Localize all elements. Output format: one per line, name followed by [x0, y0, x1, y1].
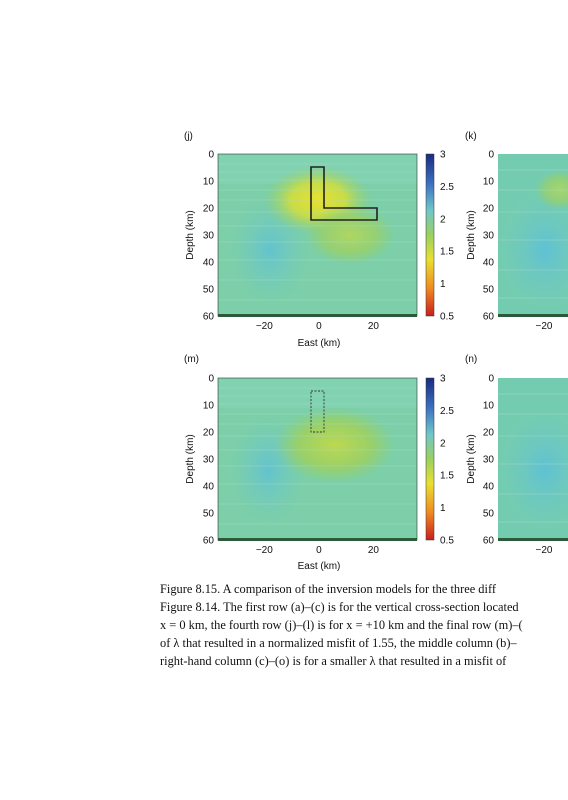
- heatmap-n: [498, 378, 568, 540]
- colorbar-m: [425, 377, 435, 541]
- colorbar-tick-j: 2: [440, 214, 446, 225]
- ytick-k: 40: [483, 258, 495, 269]
- colorbar-tick-j: 2.5: [440, 182, 454, 193]
- colorbar-tick-j: 1: [440, 279, 446, 290]
- ytick-n: 20: [483, 428, 495, 439]
- ytick-j: 30: [203, 231, 215, 242]
- panel-label-j: (j): [184, 131, 193, 142]
- xtick-j: 20: [368, 321, 380, 332]
- ytick-m: 40: [203, 482, 215, 493]
- caption-line-3: x = 0 km, the fourth row (j)–(l) is for …: [160, 618, 523, 632]
- ytick-j: 40: [203, 258, 215, 269]
- colorbar-tick-m: 1: [440, 503, 446, 514]
- heatmap-k: [498, 154, 568, 316]
- colorbar-tick-j: 0.5: [440, 312, 454, 323]
- caption-line-4: of λ that resulted in a normalized misfi…: [160, 636, 517, 650]
- ytick-n: 0: [488, 374, 494, 385]
- ytick-n: 60: [483, 536, 495, 547]
- panel-label-k: (k): [465, 131, 477, 142]
- xlabel-j: East (km): [298, 338, 341, 349]
- ytick-n: 40: [483, 482, 495, 493]
- xtick-n: −20: [536, 545, 553, 556]
- anomaly-outline-j: [310, 166, 378, 221]
- xtick-m: 20: [368, 545, 380, 556]
- figure-canvas: Depth (km) Depth (km) Depth (km) Depth (…: [185, 150, 568, 572]
- colorbar-tick-m: 3: [440, 374, 446, 385]
- ytick-n: 30: [483, 455, 495, 466]
- colorbar-tick-m: 1.5: [440, 471, 454, 482]
- ytick-k: 50: [483, 285, 495, 296]
- ytick-m: 60: [203, 536, 215, 547]
- ytick-m: 10: [203, 401, 215, 412]
- caption-line-2: Figure 8.14. The first row (a)–(c) is fo…: [160, 600, 519, 614]
- colorbar-tick-m: 2: [440, 438, 446, 449]
- ytick-k: 0: [488, 150, 494, 161]
- figure-caption: Figure 8.15. A comparison of the inversi…: [160, 580, 568, 670]
- ytick-k: 30: [483, 231, 495, 242]
- heatmap-j: [218, 154, 417, 316]
- colorbar-tick-m: 2.5: [440, 406, 454, 417]
- xtick-m: −20: [256, 545, 273, 556]
- ytick-k: 10: [483, 177, 495, 188]
- colorbar-tick-m: 0.5: [440, 536, 454, 547]
- ylabel-n: Depth (km): [466, 434, 477, 483]
- ylabel-m: Depth (km): [185, 434, 196, 483]
- anomaly-outline-m: [310, 390, 325, 433]
- colorbar-tick-j: 3: [440, 150, 446, 161]
- ytick-m: 50: [203, 509, 215, 520]
- heatmap-m: [218, 378, 417, 540]
- ytick-j: 50: [203, 285, 215, 296]
- xtick-j: −20: [256, 321, 273, 332]
- xtick-m: 0: [316, 545, 322, 556]
- caption-line-1: Figure 8.15. A comparison of the inversi…: [160, 582, 496, 596]
- ytick-m: 30: [203, 455, 215, 466]
- caption-line-5: right-hand column (c)–(o) is for a small…: [160, 654, 507, 668]
- ylabel-k: Depth (km): [466, 210, 477, 259]
- colorbar-j: [425, 153, 435, 317]
- ytick-j: 60: [203, 312, 215, 323]
- xtick-k: −20: [536, 321, 553, 332]
- colorbar-tick-j: 1.5: [440, 247, 454, 258]
- ytick-m: 20: [203, 428, 215, 439]
- xtick-j: 0: [316, 321, 322, 332]
- ytick-j: 0: [208, 150, 214, 161]
- panel-label-m: (m): [184, 354, 199, 365]
- ytick-j: 10: [203, 177, 215, 188]
- ytick-j: 20: [203, 204, 215, 215]
- ytick-n: 50: [483, 509, 495, 520]
- ytick-m: 0: [208, 374, 214, 385]
- ylabel-j: Depth (km): [185, 210, 196, 259]
- ytick-n: 10: [483, 401, 495, 412]
- xlabel-m: East (km): [298, 561, 341, 572]
- panel-label-n: (n): [465, 354, 478, 365]
- ytick-k: 60: [483, 312, 495, 323]
- ytick-k: 20: [483, 204, 495, 215]
